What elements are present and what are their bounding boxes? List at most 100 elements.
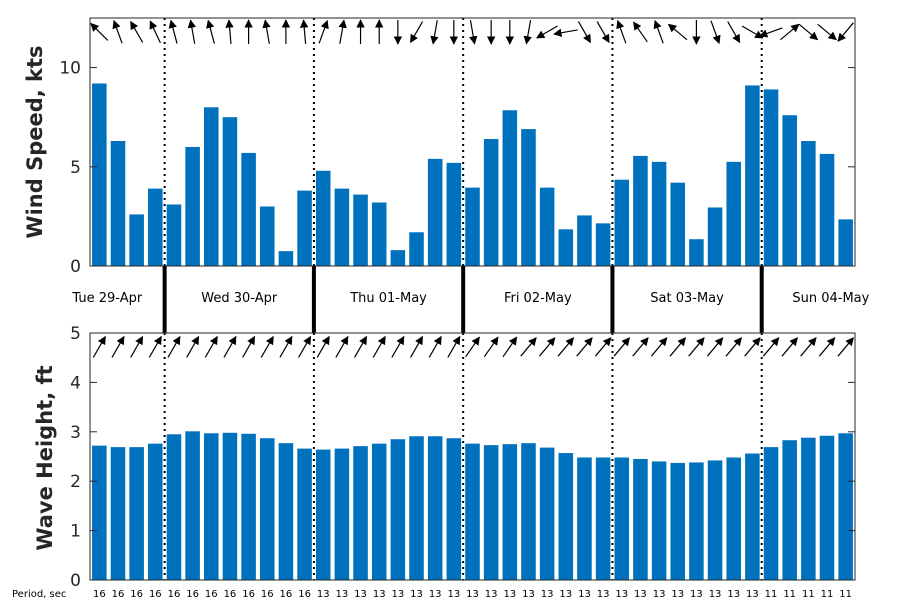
wind-speed-panel: 0 5 10 — [59, 17, 856, 277]
period-value: 13 — [317, 589, 330, 600]
period-value: 13 — [336, 589, 349, 600]
period-value: 16 — [224, 589, 237, 600]
period-value: 13 — [578, 589, 591, 600]
wind-bar — [222, 117, 238, 266]
wave-direction-arrow — [594, 337, 612, 357]
wave-direction-arrow — [428, 335, 442, 358]
wave-direction-arrow — [800, 337, 817, 357]
period-value: 16 — [93, 589, 106, 600]
wind-ytick-label: 0 — [70, 257, 81, 277]
wave-ytick-label: 4 — [70, 373, 81, 393]
wave-direction-arrow — [447, 335, 461, 358]
day-label: Sat 03-May — [650, 291, 724, 306]
wave-bar — [502, 444, 518, 580]
wave-direction-arrow — [781, 337, 798, 357]
period-value: 16 — [168, 589, 181, 600]
wave-bar — [334, 448, 350, 580]
wave-direction-arrow — [576, 337, 593, 357]
wind-bar — [204, 107, 219, 266]
wave-direction-arrow — [669, 337, 686, 357]
wind-direction-arrow — [430, 20, 439, 45]
wave-direction-arrow — [316, 335, 330, 358]
period-value: 13 — [653, 589, 666, 600]
period-value: 13 — [559, 589, 572, 600]
wind-bar — [838, 219, 853, 266]
wave-direction-arrow — [111, 335, 125, 358]
wave-bar — [819, 435, 835, 580]
wind-bar — [110, 141, 126, 266]
day-label: Wed 30-Apr — [201, 291, 278, 306]
wave-bar — [595, 457, 611, 580]
wave-direction-arrow — [223, 335, 237, 358]
wind-direction-arrow — [837, 22, 854, 42]
wind-direction-arrow — [168, 19, 178, 44]
period-value: 16 — [298, 589, 311, 600]
wave-direction-arrow — [725, 337, 742, 357]
wind-speed-axis-title: Wind Speed, kts — [23, 45, 47, 238]
day-label-strip: Tue 29-Apr Wed 30-Apr Thu 01-May Fri 02-May… — [71, 266, 870, 333]
wave-direction-arrow — [632, 337, 649, 357]
wave-bar — [166, 434, 182, 580]
wave-direction-arrow — [650, 337, 668, 357]
wave-direction-arrow — [298, 335, 312, 358]
wave-direction-arrow — [279, 335, 293, 358]
wave-ytick-label: 3 — [70, 423, 81, 443]
wave-bar — [465, 443, 480, 580]
wave-ytick-label: 2 — [70, 472, 81, 492]
wind-ytick-label: 10 — [59, 59, 81, 79]
wave-bar — [297, 448, 312, 580]
wave-bar — [427, 436, 443, 580]
wave-direction-arrow — [186, 335, 200, 358]
period-value: 13 — [429, 589, 442, 600]
wind-bar — [595, 223, 611, 266]
wind-bar — [502, 110, 518, 266]
wind-direction-arrow — [112, 19, 123, 44]
wind-direction-arrow — [206, 19, 215, 44]
wave-bar — [409, 436, 424, 580]
period-value: 13 — [597, 589, 610, 600]
wind-bar — [651, 161, 667, 266]
wave-bar — [521, 443, 536, 580]
wind-bar — [446, 162, 462, 266]
wind-direction-arrow — [758, 27, 783, 38]
wave-bar — [315, 449, 331, 580]
wind-direction-arrow — [262, 19, 271, 44]
wave-direction-arrow — [520, 337, 537, 357]
wave-direction-arrow — [130, 335, 144, 358]
wind-bar — [558, 229, 574, 266]
wave-direction-arrow — [465, 336, 480, 358]
wave-axes-frame — [89, 332, 856, 581]
wind-bar — [166, 204, 182, 266]
wind-direction-arrow — [596, 21, 610, 44]
wave-bar — [689, 462, 704, 580]
wind-bar — [390, 250, 406, 266]
wind-bar — [483, 139, 499, 266]
day-label: Fri 02-May — [504, 291, 572, 306]
period-value: 13 — [354, 589, 367, 600]
wind-direction-arrow — [187, 19, 196, 44]
wind-direction-arrow — [130, 20, 144, 43]
wave-bar — [148, 443, 163, 580]
wind-direction-arrow — [780, 23, 800, 41]
wind-bar — [148, 188, 163, 266]
period-value: 11 — [802, 589, 815, 600]
period-value: 16 — [205, 589, 218, 600]
period-value: 11 — [765, 589, 778, 600]
day-label: Tue 29-Apr — [71, 291, 142, 306]
period-value: 16 — [112, 589, 125, 600]
wind-bar — [315, 170, 331, 266]
period-value: 16 — [149, 589, 162, 600]
period-value: 13 — [746, 589, 759, 600]
wave-direction-arrow — [335, 335, 349, 358]
period-value: 16 — [261, 589, 274, 600]
wind-bar — [633, 155, 648, 266]
wave-direction-arrow — [818, 337, 836, 357]
wave-bar — [129, 447, 144, 580]
wind-bar — [745, 85, 760, 267]
day-label: Sun 04-May — [792, 291, 869, 306]
wind-bar — [427, 158, 443, 266]
wave-direction-arrow — [557, 337, 575, 357]
wave-bar — [110, 447, 126, 580]
wave-bar — [670, 462, 686, 580]
wind-direction-arrow — [727, 21, 741, 44]
